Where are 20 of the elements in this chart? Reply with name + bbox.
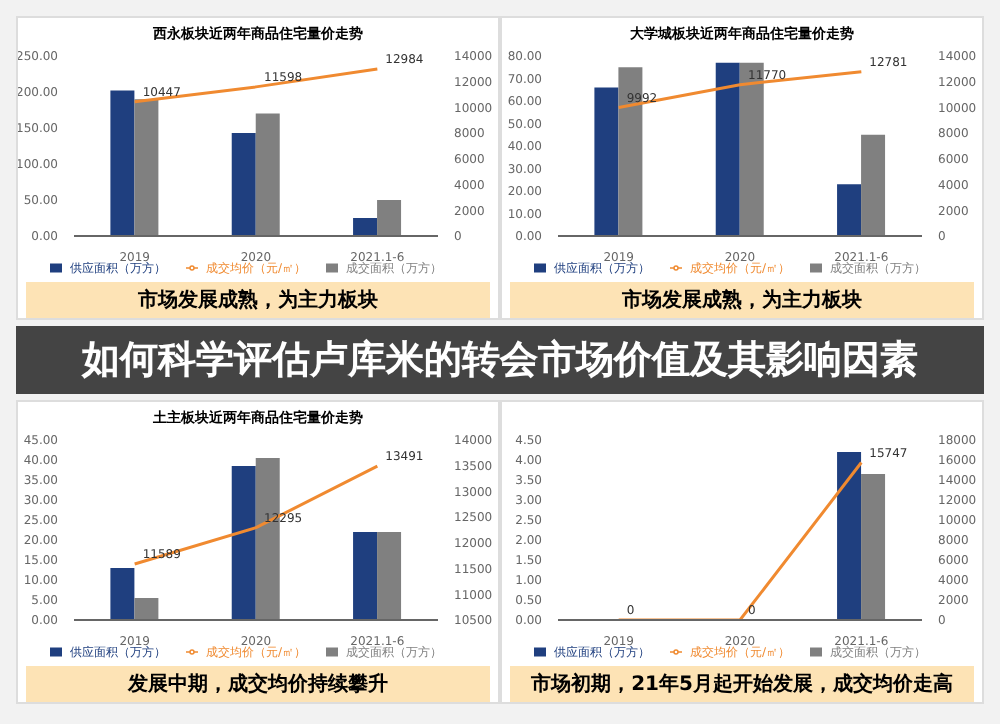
bar <box>134 598 159 620</box>
text: 市场发展成熟，为主力板块 <box>26 282 490 318</box>
bar <box>231 133 256 236</box>
text: 市场发展成熟，为主力板块 <box>510 282 974 318</box>
bar <box>134 99 159 236</box>
text: 如何科学评估卢库米的转会市场价值及其影响因素 <box>16 326 984 394</box>
bar <box>353 218 378 236</box>
text: 市场初期，21年5月起开始发展，成交均价走高 <box>510 666 974 702</box>
bar <box>837 184 862 236</box>
bar <box>231 466 256 620</box>
bar <box>110 568 135 620</box>
bar <box>715 62 740 236</box>
bar <box>594 87 619 236</box>
bar <box>377 532 402 620</box>
bar <box>861 134 886 236</box>
text: 发展中期，成交均价持续攀升 <box>26 666 490 702</box>
bar <box>110 90 135 236</box>
bar <box>353 532 378 620</box>
bar <box>255 113 280 236</box>
bar <box>377 200 402 236</box>
